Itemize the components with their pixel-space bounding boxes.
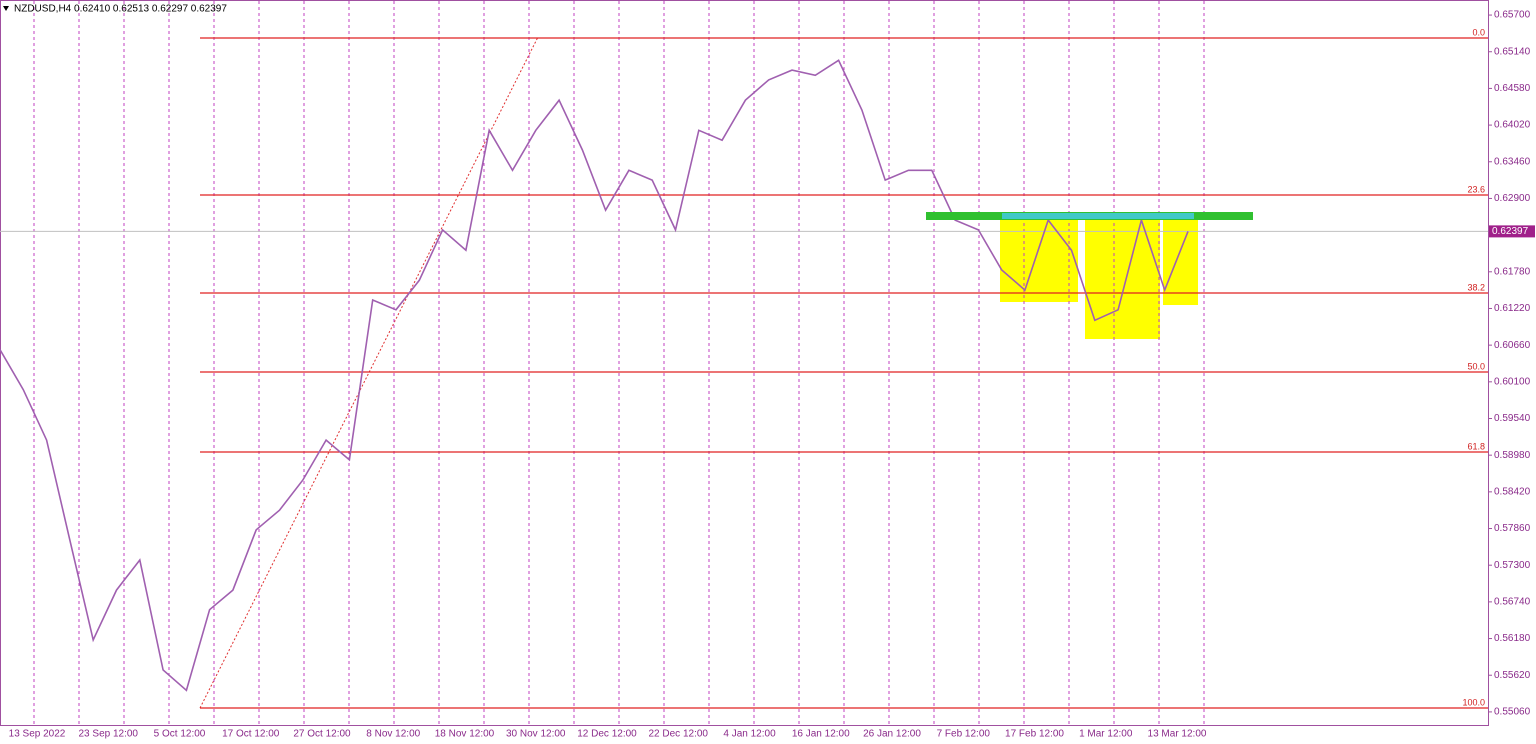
chart-title: NZDUSD,H4 0.62410 0.62513 0.62297 0.6239… (14, 4, 227, 15)
y-tick-label: 0.61780 (1494, 266, 1531, 277)
x-tick-label: 13 Sep 2022 (9, 729, 66, 740)
x-tick-label: 13 Mar 12:00 (1148, 729, 1207, 740)
x-tick-label: 27 Oct 12:00 (293, 729, 351, 740)
y-tick-label: 0.56180 (1494, 633, 1531, 644)
y-tick-label: 0.57860 (1494, 523, 1531, 534)
x-tick-label: 26 Jan 12:00 (863, 729, 921, 740)
x-tick-label: 4 Jan 12:00 (723, 729, 776, 740)
x-tick-label: 12 Dec 12:00 (577, 729, 637, 740)
current-price-label: 0.62397 (1492, 226, 1529, 237)
highlight-box (1163, 215, 1198, 305)
fib-label: 38.2 (1467, 282, 1485, 292)
fib-label: 100.0 (1462, 697, 1485, 707)
x-tick-label: 16 Jan 12:00 (792, 729, 850, 740)
fib-label: 50.0 (1467, 361, 1485, 371)
y-tick-label: 0.65140 (1494, 46, 1531, 57)
menu-arrow (3, 6, 9, 11)
y-tick-label: 0.64020 (1494, 120, 1531, 131)
x-tick-label: 18 Nov 12:00 (435, 729, 495, 740)
x-tick-label: 30 Nov 12:00 (506, 729, 566, 740)
y-tick-label: 0.60660 (1494, 340, 1531, 351)
fib-label: 23.6 (1467, 184, 1485, 194)
x-tick-label: 23 Sep 12:00 (79, 729, 139, 740)
y-tick-label: 0.55620 (1494, 670, 1531, 681)
y-tick-label: 0.65700 (1494, 10, 1531, 21)
fib-label: 61.8 (1467, 441, 1485, 451)
y-tick-label: 0.63460 (1494, 156, 1531, 167)
y-tick-label: 0.56740 (1494, 597, 1531, 608)
x-tick-label: 7 Feb 12:00 (937, 729, 991, 740)
current-price-tag (1489, 225, 1535, 238)
fib-trendline (199, 36, 539, 709)
y-tick-label: 0.57300 (1494, 560, 1531, 571)
y-tick-label: 0.58980 (1494, 450, 1531, 461)
y-tick-label: 0.62900 (1494, 193, 1531, 204)
x-tick-label: 22 Dec 12:00 (649, 729, 709, 740)
y-tick-label: 0.59540 (1494, 413, 1531, 424)
fib-label: 0.0 (1472, 27, 1485, 37)
highlight-box (1000, 215, 1078, 302)
price-line (0, 59, 1189, 692)
y-tick-label: 0.55060 (1494, 707, 1531, 718)
y-tick-label: 0.60100 (1494, 376, 1531, 387)
x-tick-label: 5 Oct 12:00 (154, 729, 206, 740)
x-tick-label: 17 Oct 12:00 (222, 729, 280, 740)
x-tick-label: 8 Nov 12:00 (366, 729, 420, 740)
resistance-zone (1002, 213, 1194, 219)
plot-frame (0, 0, 1489, 726)
x-tick-label: 17 Feb 12:00 (1005, 729, 1064, 740)
x-tick-label: 1 Mar 12:00 (1079, 729, 1133, 740)
y-tick-label: 0.64580 (1494, 83, 1531, 94)
y-tick-label: 0.61220 (1494, 303, 1531, 314)
y-tick-label: 0.58420 (1494, 486, 1531, 497)
